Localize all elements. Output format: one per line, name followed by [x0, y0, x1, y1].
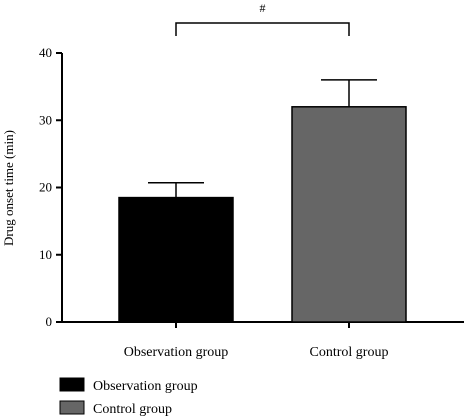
y-tick-label: 30 — [39, 112, 52, 127]
significance-bracket — [175, 22, 350, 36]
legend-swatch — [59, 377, 85, 392]
legend: Observation group Control group — [59, 377, 198, 417]
bar — [118, 196, 234, 323]
bar — [291, 106, 407, 323]
y-axis: 0 10 20 30 40 — [39, 45, 63, 329]
y-tick-label: 0 — [46, 314, 53, 329]
x-axis: Observation group Control group — [62, 321, 464, 360]
x-tick-label: Control group — [310, 345, 389, 360]
significance-annotation: # — [175, 1, 350, 36]
legend-label: Observation group — [93, 379, 198, 394]
significance-mark: # — [260, 1, 266, 15]
y-tick-label: 40 — [39, 45, 52, 60]
y-tick-label: 10 — [39, 247, 52, 262]
bars-group — [118, 79, 407, 323]
x-tick-label: Observation group — [124, 345, 229, 360]
legend-swatch — [59, 400, 85, 415]
legend-label: Control group — [93, 402, 172, 417]
y-axis-title: Drug onset time (min) — [1, 130, 16, 246]
y-tick-label: 20 — [39, 180, 52, 195]
